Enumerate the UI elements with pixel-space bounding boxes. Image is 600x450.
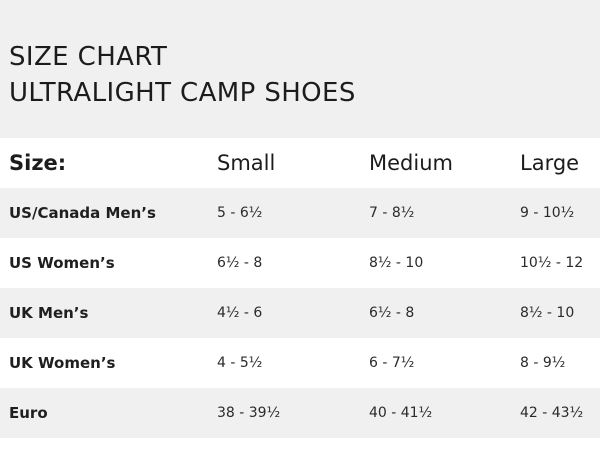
cell-medium: 8½ - 10 [369, 255, 424, 271]
cell-large: 9 - 10½ [520, 205, 575, 221]
chart-title: SIZE CHART [9, 42, 168, 72]
cell-small: 4½ - 6 [217, 305, 263, 321]
cell-small: 4 - 5½ [217, 355, 263, 371]
row-label: UK Women’s [9, 354, 116, 372]
cell-small: 5 - 6½ [217, 205, 263, 221]
cell-small: 6½ - 8 [217, 255, 263, 271]
header-size-label: Size: [9, 151, 67, 175]
cell-medium: 6 - 7½ [369, 355, 415, 371]
row-label: US Women’s [9, 254, 115, 272]
cell-medium: 40 - 41½ [369, 405, 433, 421]
row-label: US/Canada Men’s [9, 204, 156, 222]
header-small: Small [217, 151, 276, 175]
table-row: US Women’s 6½ - 8 8½ - 10 10½ - 12 [0, 238, 600, 288]
cell-medium: 6½ - 8 [369, 305, 415, 321]
table-row: Euro 38 - 39½ 40 - 41½ 42 - 43½ [0, 388, 600, 438]
size-table: Size: Small Medium Large US/Canada Men’s… [0, 138, 600, 438]
row-label: UK Men’s [9, 304, 89, 322]
cell-large: 10½ - 12 [520, 255, 584, 271]
title-block: SIZE CHART ULTRALIGHT CAMP SHOES [0, 0, 600, 138]
cell-large: 8½ - 10 [520, 305, 575, 321]
row-label: Euro [9, 404, 48, 422]
product-title: ULTRALIGHT CAMP SHOES [9, 78, 356, 108]
cell-medium: 7 - 8½ [369, 205, 415, 221]
cell-small: 38 - 39½ [217, 405, 281, 421]
cell-large: 8 - 9½ [520, 355, 566, 371]
table-row: US/Canada Men’s 5 - 6½ 7 - 8½ 9 - 10½ [0, 188, 600, 238]
cell-large: 42 - 43½ [520, 405, 584, 421]
header-medium: Medium [369, 151, 453, 175]
table-row: UK Women’s 4 - 5½ 6 - 7½ 8 - 9½ [0, 338, 600, 388]
header-large: Large [520, 151, 580, 175]
table-row: UK Men’s 4½ - 6 6½ - 8 8½ - 10 [0, 288, 600, 338]
table-header-row: Size: Small Medium Large [0, 138, 600, 188]
